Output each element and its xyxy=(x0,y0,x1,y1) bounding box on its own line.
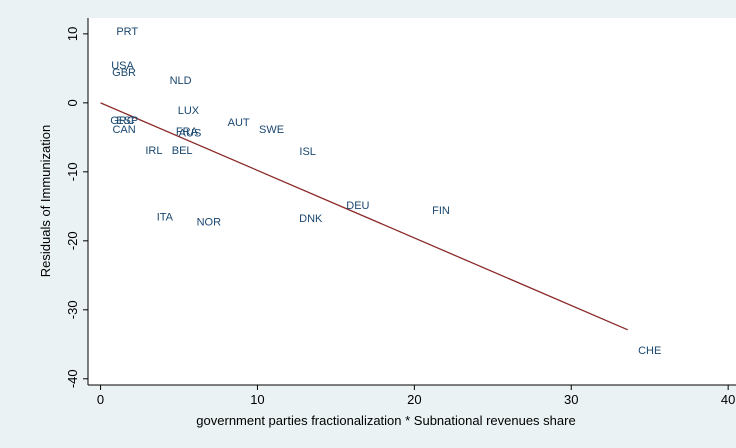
point-label: AUT xyxy=(228,117,250,129)
point-label: NLD xyxy=(170,75,192,87)
x-axis-title: government parties fractionalization * S… xyxy=(196,413,575,428)
point-label: IRL xyxy=(145,145,162,157)
point-label: CHE xyxy=(638,345,661,357)
x-tick-label: 0 xyxy=(97,392,104,407)
y-tick-label: 0 xyxy=(65,99,80,106)
point-label: FIN xyxy=(432,205,450,217)
y-axis-title: Residuals of Immunization xyxy=(38,125,53,277)
point-label: DEU xyxy=(346,200,369,212)
y-tick-label: -30 xyxy=(65,300,80,319)
y-tick-label: -40 xyxy=(65,369,80,388)
point-label: SWE xyxy=(259,124,284,136)
fit-line xyxy=(100,102,628,331)
point-label: BEL xyxy=(172,145,193,157)
x-tick-label: 20 xyxy=(407,392,421,407)
y-tick-label: -10 xyxy=(65,162,80,181)
point-label: LUX xyxy=(178,105,200,117)
point-label: FRA xyxy=(176,126,199,138)
point-label: ISL xyxy=(299,146,316,158)
x-tick-label: 10 xyxy=(250,392,264,407)
y-tick-label: -20 xyxy=(65,231,80,250)
x-tick-label: 40 xyxy=(721,392,735,407)
point-label: AUS xyxy=(179,128,202,140)
point-label: GBR xyxy=(112,67,136,79)
x-tick-label: 30 xyxy=(564,392,578,407)
plot-area xyxy=(88,18,736,385)
point-label: GRC xyxy=(110,115,135,127)
point-label: DNK xyxy=(299,213,323,225)
point-label: CAN xyxy=(112,124,135,136)
point-label: ITA xyxy=(157,212,174,224)
point-label: NOR xyxy=(197,217,222,229)
point-label: PRT xyxy=(116,26,138,38)
y-tick-label: 10 xyxy=(65,27,80,41)
point-label: USA xyxy=(111,60,134,72)
point-label: ESP xyxy=(116,115,138,127)
